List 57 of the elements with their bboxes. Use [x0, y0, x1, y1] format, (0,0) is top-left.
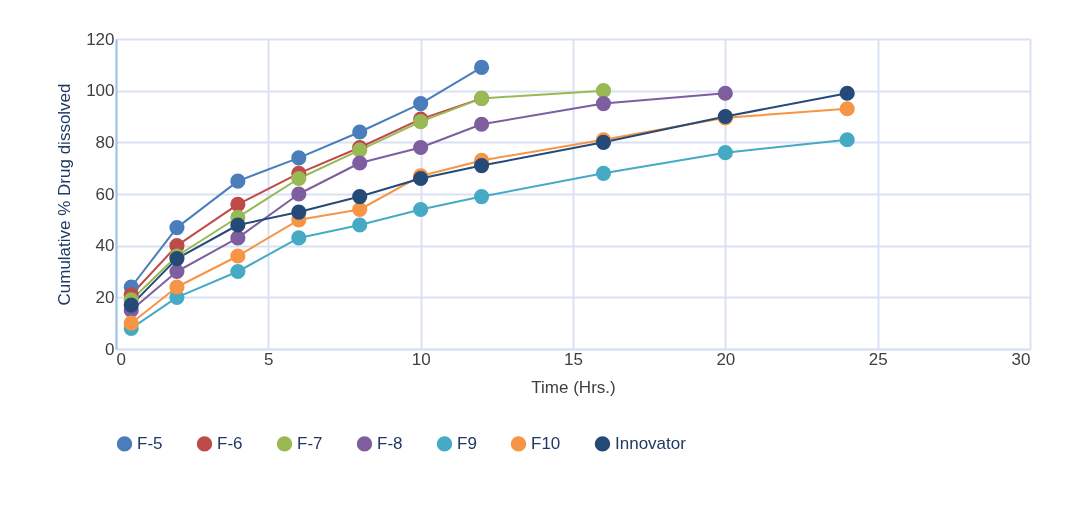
y-tick-label: 100: [86, 81, 115, 101]
point: [352, 124, 368, 140]
point: [595, 83, 612, 99]
point: [474, 59, 490, 75]
point: [230, 217, 246, 233]
point: [352, 155, 368, 171]
legend-label: F10: [531, 433, 561, 453]
point: [230, 173, 246, 189]
point: [291, 150, 307, 166]
point: [123, 315, 139, 331]
point: [839, 101, 855, 117]
point: [230, 196, 246, 212]
x-tick-label: 5: [264, 349, 274, 369]
y-tick-label: 60: [95, 184, 115, 204]
point: [717, 85, 733, 101]
legend-label: F-7: [297, 433, 323, 453]
legend-label: F9: [457, 433, 477, 453]
point: [595, 165, 612, 181]
point: [123, 297, 139, 313]
point: [474, 158, 490, 174]
point: [169, 263, 185, 280]
point: [291, 230, 307, 246]
point: [413, 96, 429, 112]
point: [717, 145, 733, 161]
x-tick-label: 25: [868, 349, 888, 369]
legend-label: F-8: [377, 433, 403, 453]
x-tick-label: 30: [1011, 349, 1031, 369]
point: [169, 220, 185, 236]
x-tick-label: 20: [716, 349, 736, 369]
point: [413, 201, 429, 218]
y-tick-label: 20: [95, 287, 115, 307]
point: [291, 204, 307, 220]
point: [169, 279, 185, 295]
point: [352, 189, 368, 205]
point: [839, 132, 855, 148]
legend-label: F-5: [137, 433, 163, 453]
point: [474, 116, 490, 132]
legend-label: Innovator: [615, 433, 687, 453]
y-tick-label: 80: [95, 132, 115, 152]
point: [230, 263, 246, 280]
x-axis-title: Time (Hrs.): [531, 377, 616, 397]
point: [291, 170, 307, 187]
y-axis-title: Cumulative % Drug dissolved: [55, 83, 75, 306]
y-tick-label: 120: [86, 29, 115, 49]
point: [352, 217, 368, 233]
legend-label: F-6: [217, 433, 243, 453]
point: [474, 189, 490, 205]
point: [352, 201, 368, 218]
point: [595, 96, 612, 112]
point: [230, 230, 246, 246]
x-tick-label: 15: [564, 349, 583, 369]
point: [291, 186, 307, 202]
y-tick-label: 40: [95, 236, 115, 256]
point: [413, 139, 429, 156]
x-tick-label: 10: [411, 349, 431, 369]
point: [230, 248, 246, 264]
point: [839, 85, 855, 101]
